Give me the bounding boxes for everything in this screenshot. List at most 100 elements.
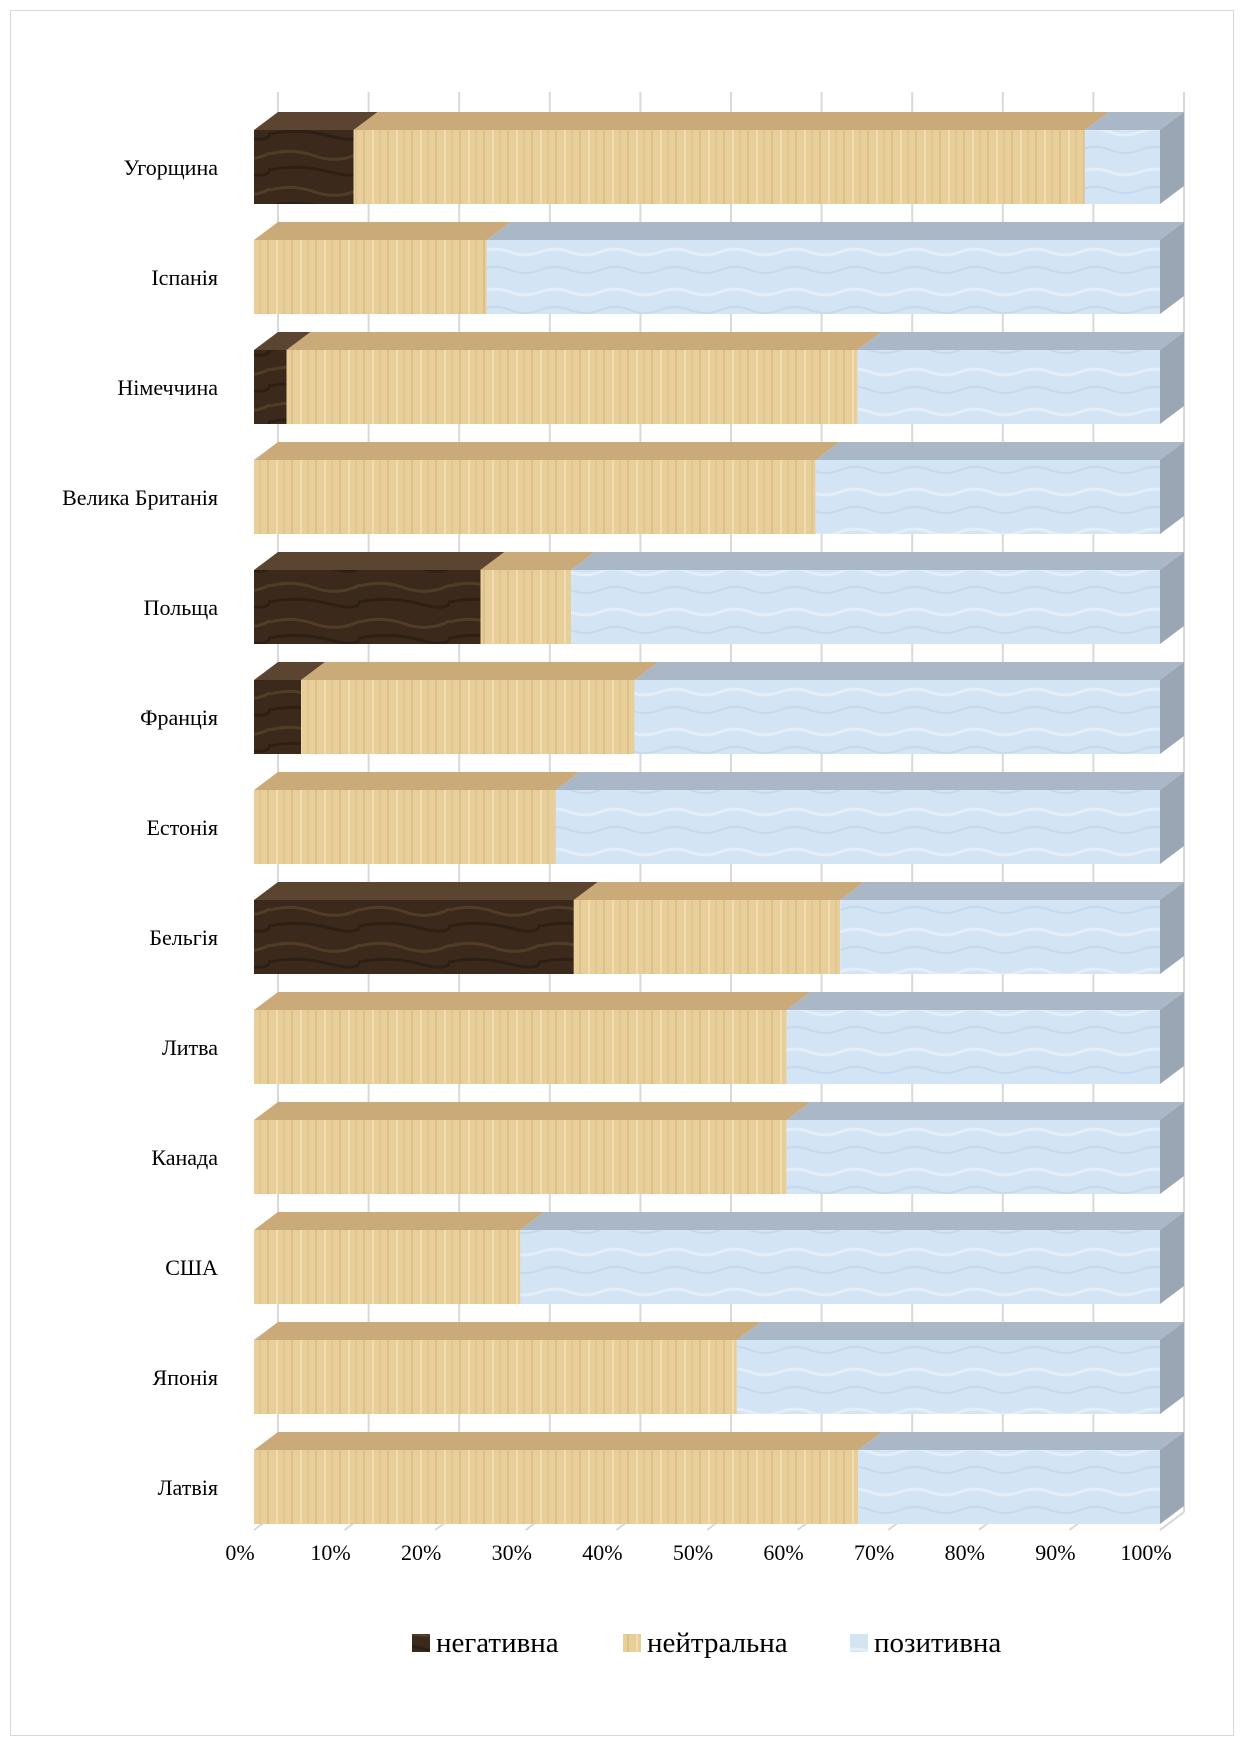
bar-segment [254, 1120, 787, 1194]
bar-segment-top [254, 992, 811, 1010]
bar-segment [573, 900, 841, 974]
x-tick-label: 70% [854, 1540, 894, 1565]
category-label: США [165, 1255, 218, 1280]
bar-segment-top [573, 882, 865, 900]
bar-segment [254, 1010, 787, 1084]
bar-segment [815, 460, 1160, 534]
bar-segment-top [254, 1212, 545, 1230]
bar-segment-top [486, 222, 1184, 240]
bar-segment-top [254, 332, 311, 350]
category-label: Німеччина [117, 375, 218, 400]
bar-segment-top [254, 882, 598, 900]
legend: негативна нейтральна позитивна [412, 1627, 1001, 1659]
x-tick-label: 20% [401, 1540, 441, 1565]
bar-side [1160, 992, 1184, 1084]
category-label: Латвія [158, 1475, 218, 1500]
x-tick-label: 50% [673, 1540, 713, 1565]
bar-segment [571, 570, 1160, 644]
bar-side [1160, 1322, 1184, 1414]
x-tick-label: 0% [225, 1540, 254, 1565]
floor-edge [1159, 1511, 1185, 1531]
legend-swatch [412, 1634, 430, 1652]
legend-swatch [850, 1634, 868, 1652]
bar-segment-top [634, 662, 1184, 680]
x-tick-label: 90% [1035, 1540, 1075, 1565]
bar-segment-top [254, 772, 580, 790]
bar-segment [254, 1230, 521, 1304]
bar-side [1160, 222, 1184, 314]
category-label: Японія [153, 1365, 218, 1390]
bar-segment-top [858, 1432, 1184, 1450]
x-tick-label: 40% [582, 1540, 622, 1565]
legend-label: нейтральна [647, 1627, 788, 1659]
bar-segment-top [254, 662, 326, 680]
bar-segment-top [1084, 112, 1184, 130]
bar-side [1160, 1432, 1184, 1524]
bar-segment [555, 790, 1160, 864]
bar-segment [254, 900, 574, 974]
bar-side [1160, 882, 1184, 974]
bar-segment-top [736, 1322, 1184, 1340]
legend-swatch [623, 1634, 641, 1652]
category-label: Польща [144, 595, 219, 620]
bar-segment [254, 1340, 737, 1414]
category-label: Канада [151, 1145, 218, 1170]
bar-segment-top [571, 552, 1184, 570]
category-label: Велика Британія [62, 485, 218, 510]
bar-segment-top [254, 442, 840, 460]
category-axis: Угорщина Іспанія Німеччина Велика Британія П… [62, 155, 218, 1500]
bar-segment [480, 570, 572, 644]
bar-segment [301, 680, 635, 754]
bar-side [1160, 662, 1184, 754]
bar-segment [486, 240, 1160, 314]
x-tick-label: 80% [945, 1540, 985, 1565]
bar-segment [858, 1450, 1160, 1524]
bar-segment [634, 680, 1160, 754]
category-label: Угорщина [124, 155, 219, 180]
bar-segment [857, 350, 1160, 424]
bar-segment-top [254, 112, 378, 130]
bar-segment [286, 350, 858, 424]
bar-side [1160, 442, 1184, 534]
bar-segment [254, 680, 302, 754]
bar-segment-top [815, 442, 1184, 460]
legend-label: позитивна [874, 1627, 1001, 1659]
bar-segment-top [480, 552, 596, 570]
bar-segment [1084, 130, 1160, 204]
bar-segment-top [520, 1212, 1184, 1230]
bar-segment [254, 130, 354, 204]
bar-segment [786, 1120, 1160, 1194]
bar-segment-top [353, 112, 1109, 130]
bar-segment [254, 570, 481, 644]
x-tick-label: 100% [1120, 1540, 1171, 1565]
bar-segment [353, 130, 1085, 204]
bar-side [1160, 332, 1184, 424]
bar-segment-top [286, 332, 882, 350]
bar-segment-top [555, 772, 1184, 790]
category-label: Франція [140, 705, 218, 730]
bar-segment-top [254, 552, 505, 570]
bar-side [1160, 1102, 1184, 1194]
bar-segment [254, 1450, 859, 1524]
bar-segment [254, 350, 287, 424]
bar-segment-top [254, 1102, 811, 1120]
bar-segment [520, 1230, 1160, 1304]
bar-segment-top [301, 662, 659, 680]
bar-segment-top [857, 332, 1184, 350]
bar-segment [254, 790, 556, 864]
bar-segment-top [786, 1102, 1184, 1120]
bar-side [1160, 112, 1184, 204]
value-axis: 0% 10% 20% 30% 40% 50% 60% 70% 80% 90% 100% [225, 1540, 1171, 1565]
bar-side [1160, 552, 1184, 644]
x-tick-label: 30% [492, 1540, 532, 1565]
bar-segment-top [786, 992, 1184, 1010]
bar-segment-top [254, 1432, 883, 1450]
bar-side [1160, 772, 1184, 864]
bar-segment [254, 240, 487, 314]
category-label: Естонія [146, 815, 218, 840]
category-label: Бельгія [149, 925, 218, 950]
bar-segment-top [840, 882, 1184, 900]
legend-label: негативна [436, 1627, 559, 1659]
bar-segment [840, 900, 1160, 974]
